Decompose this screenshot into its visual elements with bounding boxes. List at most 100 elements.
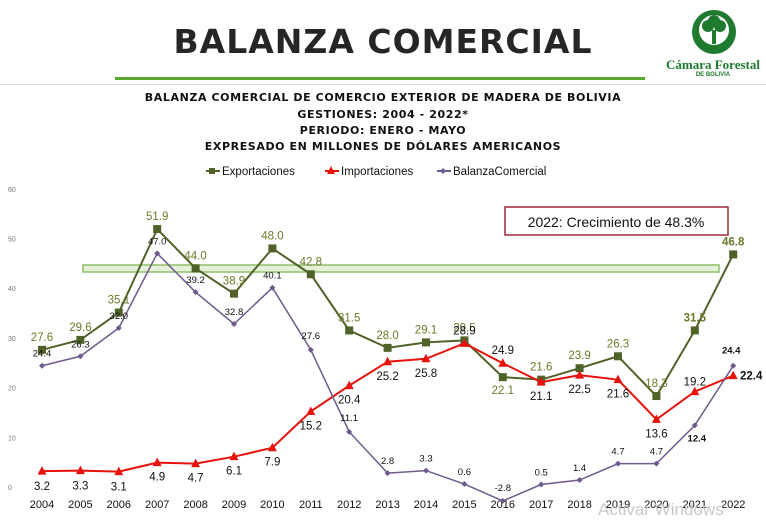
point-balanza <box>384 470 391 477</box>
y-tick-label: 10 <box>8 435 16 442</box>
label-importaciones: 25.2 <box>376 371 398 383</box>
label-balanza: 40.1 <box>263 271 282 282</box>
label-balanza: 24.4 <box>722 346 741 357</box>
reference-band <box>82 264 720 273</box>
label-balanza: 11.1 <box>340 413 358 424</box>
point-balanza <box>499 497 506 504</box>
label-balanza: 47.0 <box>148 236 167 247</box>
label-exportaciones: 21.6 <box>530 362 552 374</box>
point-exportaciones <box>498 373 507 382</box>
point-importaciones <box>229 451 239 461</box>
point-importaciones <box>728 370 738 380</box>
x-tick-label: 2019 <box>606 499 630 511</box>
point-exportaciones <box>345 326 354 335</box>
point-importaciones <box>344 380 354 390</box>
label-exportaciones: 42.8 <box>300 256 322 268</box>
x-tick-label: 2011 <box>299 499 323 511</box>
logo-subtitle: DE BOLIVIA <box>695 72 731 78</box>
x-tick-label: 2009 <box>222 499 246 511</box>
x-tick-label: 2010 <box>260 499 284 511</box>
x-tick-label: 2020 <box>644 499 668 511</box>
label-importaciones: 13.6 <box>645 428 667 440</box>
x-tick-label: 2015 <box>452 499 476 511</box>
label-balanza: 0.6 <box>458 467 471 478</box>
x-tick-label: 2007 <box>145 499 169 511</box>
point-importaciones <box>498 358 508 367</box>
label-balanza: -2.8 <box>495 483 511 494</box>
label-importaciones: 3.2 <box>34 481 50 493</box>
chart-title-line-2: GESTIONES: 2004 - 2022* <box>297 108 469 121</box>
x-tick-label: 2005 <box>68 499 92 511</box>
x-tick-label: 2022 <box>721 499 745 511</box>
label-importaciones: 3.1 <box>111 482 127 494</box>
point-balanza <box>615 460 621 467</box>
y-tick-label: 30 <box>8 336 16 343</box>
legend-marker <box>209 168 215 174</box>
y-tick-label: 20 <box>8 386 16 393</box>
label-importaciones: 3.3 <box>72 481 88 493</box>
label-importaciones: 4.7 <box>188 473 204 485</box>
point-exportaciones <box>268 244 277 253</box>
label-balanza: 1.4 <box>573 463 586 474</box>
callout-text: 2022: Crecimiento de 48.3% <box>528 214 705 230</box>
point-exportaciones <box>153 225 162 234</box>
legend-marker <box>327 166 335 174</box>
point-exportaciones <box>614 352 622 361</box>
point-exportaciones <box>575 364 584 373</box>
label-importaciones: 21.1 <box>530 391 552 403</box>
label-exportaciones: 31.5 <box>684 312 707 324</box>
point-importaciones <box>575 370 585 379</box>
point-importaciones <box>152 457 162 467</box>
x-tick-label: 2006 <box>107 499 131 511</box>
label-balanza: 4.7 <box>611 447 624 458</box>
point-balanza <box>231 320 237 327</box>
point-exportaciones <box>306 270 315 279</box>
label-importaciones: 25.8 <box>415 368 437 380</box>
legend-label: Exportaciones <box>222 166 295 178</box>
x-tick-label: 2014 <box>414 499 438 511</box>
label-balanza: 26.3 <box>71 339 90 350</box>
label-exportaciones: 35.1 <box>108 295 130 307</box>
x-tick-label: 2017 <box>529 499 553 511</box>
point-balanza <box>39 362 45 369</box>
x-tick-label: 2013 <box>375 499 399 511</box>
point-balanza <box>576 477 583 484</box>
legend-label: BalanzaComercial <box>453 166 546 178</box>
point-exportaciones <box>114 308 123 317</box>
point-balanza <box>115 324 122 331</box>
point-exportaciones <box>383 343 392 352</box>
label-balanza: 4.7 <box>650 447 663 458</box>
tree-logo-icon <box>692 10 736 54</box>
label-balanza: 32.8 <box>225 307 244 318</box>
y-tick-label: 50 <box>8 237 16 244</box>
point-importaciones <box>37 466 47 475</box>
label-balanza: 27.6 <box>302 331 321 342</box>
label-importaciones: 19.2 <box>684 377 706 389</box>
label-exportaciones: 28.0 <box>376 330 398 342</box>
label-importaciones: 24.9 <box>492 345 514 357</box>
x-tick-label: 2016 <box>491 499 515 511</box>
point-balanza <box>154 250 161 257</box>
label-balanza: 12.4 <box>688 433 707 444</box>
x-tick-label: 2012 <box>337 499 361 511</box>
chart-title-line-4: EXPRESADO EN MILLONES DE DÓLARES AMERICA… <box>204 140 562 153</box>
label-importaciones: 21.6 <box>607 389 629 401</box>
point-balanza <box>307 346 314 353</box>
label-exportaciones: 48.0 <box>261 230 283 242</box>
point-balanza <box>730 362 737 369</box>
label-exportaciones: 31.5 <box>338 312 360 324</box>
label-exportaciones: 26.3 <box>607 338 629 350</box>
point-balanza <box>461 481 468 488</box>
label-importaciones: 4.9 <box>149 472 165 484</box>
label-balanza: 0.5 <box>535 468 548 479</box>
label-exportaciones: 44.0 <box>184 250 206 262</box>
legend-label: Importaciones <box>341 166 413 178</box>
point-importaciones <box>690 386 700 396</box>
label-exportaciones: 29.1 <box>415 324 437 336</box>
point-balanza <box>346 428 353 435</box>
label-importaciones: 6.1 <box>226 466 242 478</box>
point-importaciones <box>267 442 277 452</box>
y-tick-label: 0 <box>8 485 12 492</box>
chart-panel <box>0 84 766 521</box>
